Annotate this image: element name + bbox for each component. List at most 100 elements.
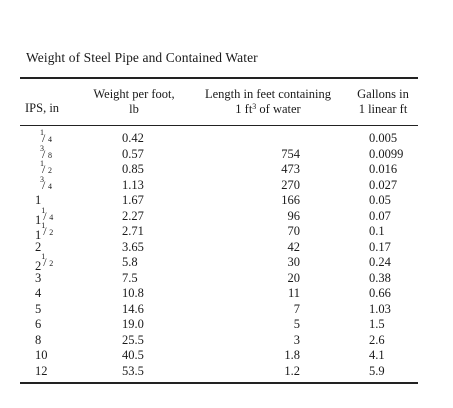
- table-row: 4 10.8 11 0.66: [0, 286, 453, 302]
- ips-cell: 3/8: [35, 144, 55, 167]
- fraction-slash: /: [42, 131, 46, 145]
- gallons-cell: 1.03: [369, 301, 391, 316]
- ips-whole: 8: [35, 332, 42, 347]
- header-weight-line1: Weight per foot,: [93, 87, 175, 101]
- ips-whole: 5: [35, 301, 42, 316]
- ips-cell: 1/2: [35, 159, 55, 182]
- ips-cell: 1: [35, 193, 41, 209]
- ips-cell: 1 1/2: [35, 221, 56, 244]
- length-cell: 166: [281, 193, 300, 207]
- ips-fraction: 1/2: [40, 159, 55, 177]
- table-row: 1/2 0.85 473 0.016: [0, 159, 453, 178]
- fraction-denominator: 8: [48, 150, 52, 160]
- header-ips: IPS, in: [25, 101, 59, 116]
- gallons-cell: 5.9: [369, 363, 385, 378]
- weight-cell: 19.0: [122, 317, 144, 331]
- gallons-cell: 0.05: [369, 193, 391, 207]
- header-length-line2: 1 ft3 of water: [196, 102, 340, 117]
- weight-cell: 2.27: [122, 208, 144, 223]
- fraction-slash: /: [43, 255, 47, 269]
- table-row: 1/4 0.42 0.005: [0, 128, 453, 147]
- gallons-cell: 0.24: [369, 255, 391, 269]
- ips-cell: 3/4: [35, 174, 55, 198]
- weight-cell: 53.5: [122, 363, 144, 378]
- length-cell: 1.8: [284, 348, 300, 362]
- table-row: 6 19.0 5 1.5: [0, 317, 453, 333]
- length-cell: 3: [293, 332, 300, 347]
- weight-cell: 3.65: [122, 239, 144, 254]
- ips-cell: 10: [35, 348, 48, 364]
- ips-cell: 5: [35, 302, 41, 318]
- length-cell: 11: [287, 286, 300, 300]
- weight-cell: 10.8: [122, 286, 144, 300]
- ips-cell: 1 1/4: [35, 205, 56, 229]
- length-cell: 20: [287, 270, 301, 285]
- ips-whole: 6: [35, 317, 42, 331]
- ips-whole: 1: [35, 193, 42, 207]
- fraction-numerator: 3: [40, 174, 44, 184]
- gallons-cell: 0.17: [369, 239, 391, 254]
- fraction-denominator: 2: [49, 228, 54, 237]
- table-row: 3 7.5 20 0.38: [0, 271, 453, 287]
- gallons-cell: 0.66: [369, 286, 391, 300]
- ips-cell: 2: [35, 240, 41, 256]
- length-cell: 70: [287, 224, 301, 238]
- table-row: 3/4 1.13 270 0.027: [0, 175, 453, 194]
- ips-cell: 1/4: [35, 128, 55, 151]
- fraction-numerator: 1: [41, 221, 46, 230]
- gallons-cell: 0.027: [369, 177, 398, 192]
- fraction-slash: /: [42, 177, 46, 192]
- weight-cell: 1.67: [122, 193, 144, 207]
- length-cell: 270: [281, 177, 300, 192]
- weight-cell: 5.8: [122, 255, 138, 269]
- table-caption: Weight of Steel Pipe and Contained Water: [26, 50, 258, 65]
- fraction-slash: /: [42, 162, 46, 176]
- bottom-rule: [20, 382, 418, 384]
- ips-fraction: 1/2: [41, 252, 56, 270]
- ips-cell: 6: [35, 317, 41, 333]
- weight-cell: 14.6: [122, 301, 144, 316]
- fraction-numerator: 1: [40, 128, 44, 137]
- ips-whole: 2: [35, 259, 42, 273]
- ips-cell: 4: [35, 286, 41, 302]
- table-row: 1 1.67 166 0.05: [0, 193, 453, 209]
- fraction-denominator: 2: [48, 166, 52, 175]
- length-cell: 5: [293, 317, 300, 331]
- ips-fraction: 3/4: [40, 174, 55, 193]
- ips-whole: 1: [35, 228, 42, 242]
- ips-fraction: 1/4: [41, 205, 56, 224]
- length-cell: 30: [287, 255, 301, 269]
- fraction-denominator: 4: [49, 212, 54, 222]
- weight-cell: 25.5: [122, 332, 144, 347]
- header-gallons: Gallons in 1 linear ft: [350, 87, 416, 117]
- weight-cell: 2.71: [122, 224, 144, 238]
- ips-whole: 12: [35, 363, 48, 378]
- gallons-cell: 2.6: [369, 332, 385, 347]
- ips-cell: 12: [35, 364, 48, 380]
- header-length-exponent: 3: [252, 102, 257, 111]
- table-row: 8 25.5 3 2.6: [0, 333, 453, 349]
- fraction-numerator: 1: [40, 159, 44, 168]
- gallons-cell: 0.1: [369, 224, 385, 238]
- table-row: 1 1/4 2.27 96 0.07: [0, 206, 453, 227]
- gallons-cell: 0.016: [369, 162, 398, 176]
- fraction-numerator: 1: [41, 205, 46, 215]
- weight-cell: 0.85: [122, 162, 144, 176]
- ips-cell: 8: [35, 333, 41, 349]
- header-length-line1: Length in feet containing: [204, 87, 331, 101]
- ips-whole: 10: [35, 348, 48, 362]
- length-cell: 754: [281, 146, 300, 161]
- top-rule: [20, 77, 418, 79]
- gallons-cell: 0.0099: [369, 146, 404, 161]
- ips-whole: 1: [35, 212, 42, 227]
- header-length-line2-pre: 1 ft: [235, 102, 253, 116]
- fraction-slash: /: [42, 146, 46, 161]
- weight-cell: 0.57: [122, 146, 144, 161]
- table-body: 1/4 0.42 0.005 3/8 0.57 754 0.0099 1/2 0.85 473 0.…: [0, 128, 453, 380]
- fraction-denominator: 2: [49, 259, 54, 268]
- table-row: 1 1/2 2.71 70 0.1: [0, 221, 453, 242]
- ips-whole: 2: [35, 239, 42, 254]
- length-cell: 42: [287, 239, 301, 254]
- weight-cell: 1.13: [122, 177, 144, 192]
- header-length: Length in feet containing 1 ft3 of water: [196, 87, 340, 117]
